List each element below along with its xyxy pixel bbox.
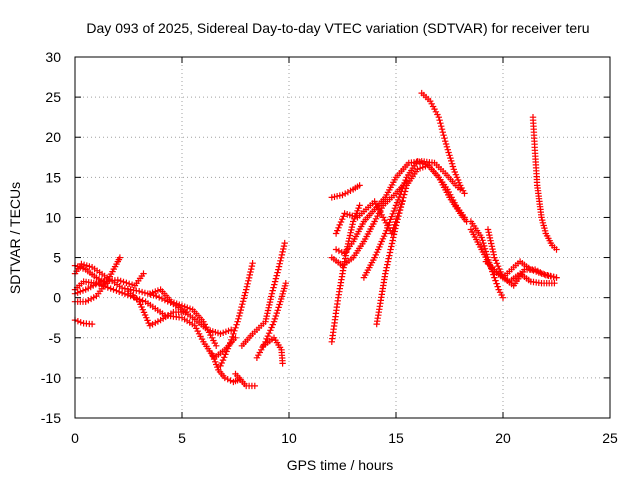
track-markers: [217, 260, 256, 370]
x-tick-label: 10: [281, 430, 297, 446]
series-t14: [260, 334, 286, 367]
series-t10: [217, 260, 256, 370]
track-markers: [260, 334, 286, 367]
x-axis-label: GPS time / hours: [287, 457, 394, 473]
series-t26: [482, 258, 558, 287]
data-points: [71, 89, 560, 390]
x-tick-label: 15: [388, 430, 404, 446]
y-tick-label: -5: [49, 330, 62, 346]
y-tick-label: 20: [45, 129, 61, 145]
series-t27: [529, 114, 560, 253]
series-t8: [146, 286, 220, 349]
y-tick-label: 15: [45, 169, 61, 185]
y-tick-label: -15: [41, 410, 61, 426]
series-t21: [373, 162, 470, 328]
series-t12: [238, 239, 288, 349]
series-t7: [125, 288, 190, 329]
series-t11: [232, 370, 258, 390]
track-markers: [529, 114, 560, 253]
series-t22: [418, 89, 468, 197]
series-t19: [332, 158, 464, 257]
series-t17: [328, 182, 363, 201]
x-tick-label: 5: [178, 430, 186, 446]
y-tick-label: 25: [45, 89, 61, 105]
track-markers: [208, 350, 243, 386]
track-markers: [482, 258, 558, 287]
y-tick-label: 0: [53, 290, 61, 306]
x-tick-label: 20: [495, 430, 511, 446]
track-markers: [232, 370, 258, 390]
axis-ticks: 0 5 10 15 20 25 -15 -10 -5 0 5 10 15 20 25 30: [41, 49, 618, 446]
series-t9: [208, 350, 243, 386]
track-markers: [146, 286, 220, 349]
track-markers: [332, 158, 464, 257]
y-tick-label: -10: [41, 370, 61, 386]
x-tick-label: 0: [71, 430, 79, 446]
chart-title: Day 093 of 2025, Sidereal Day-to-day VTE…: [86, 20, 589, 36]
x-tick-label: 25: [602, 430, 618, 446]
track-markers: [373, 162, 470, 328]
track-markers: [418, 89, 468, 197]
y-tick-label: 5: [53, 250, 61, 266]
track-markers: [328, 182, 363, 201]
y-tick-label: 30: [45, 49, 61, 65]
track-markers: [125, 288, 190, 329]
track-markers: [238, 239, 288, 349]
y-tick-label: 10: [45, 209, 61, 225]
y-axis-label: SDTVAR / TECUs: [7, 182, 23, 294]
plot-frame: [74, 56, 611, 419]
